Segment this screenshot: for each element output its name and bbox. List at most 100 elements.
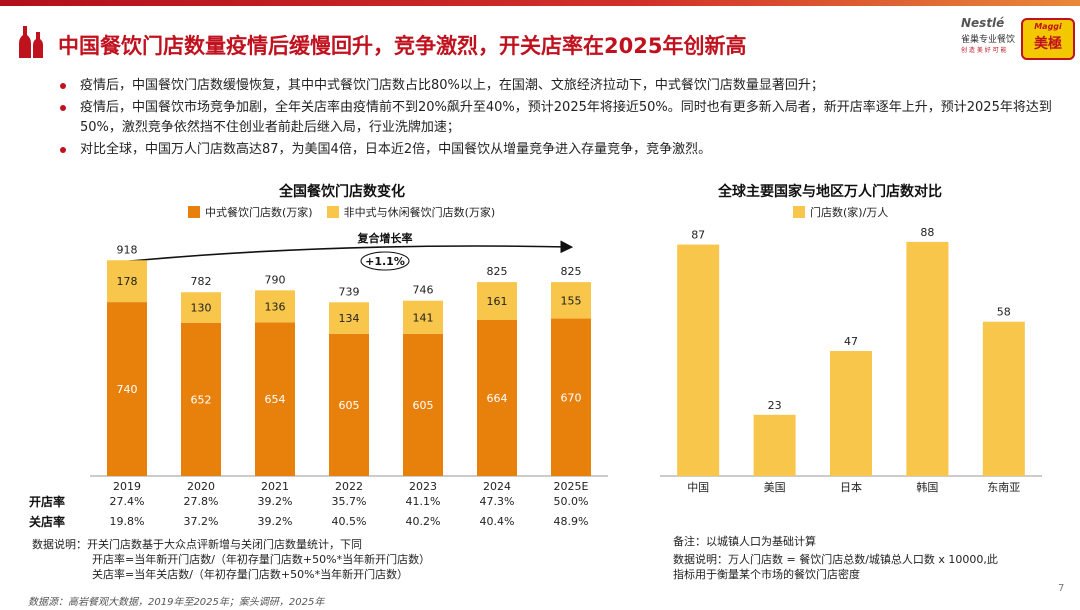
maggi-chinese-name: 美極 — [1034, 36, 1062, 52]
note-line: 数据说明：开关门店数基于大众点评新增与关闭门店数量统计，下同 — [32, 538, 362, 551]
open-rate-value: 50.0% — [554, 495, 589, 508]
data-label-non-chinese: 134 — [339, 312, 360, 325]
x-tick-label: 2019 — [113, 480, 141, 493]
x-tick-label: 2021 — [261, 480, 289, 493]
data-label-non-chinese: 136 — [265, 300, 286, 313]
data-label-total: 746 — [413, 284, 434, 297]
x-tick-label: 中国 — [687, 481, 709, 494]
open-rate-value: 27.8% — [184, 495, 219, 508]
x-tick-label: 2025E — [554, 480, 589, 493]
data-label: 47 — [844, 335, 858, 348]
cagr-label: 复合增长率 — [357, 231, 413, 245]
open-rate-value: 47.3% — [480, 495, 515, 508]
brand-logos: Nestlé 雀巢专业餐饮 创 造 美 好 可 能 Maggi 美極 — [955, 14, 1075, 60]
bullet-dot-icon — [60, 105, 66, 111]
x-tick-label: 东南亚 — [987, 481, 1020, 494]
close-rate-label: 关店率 — [29, 515, 66, 529]
data-label-chinese: 670 — [561, 391, 582, 404]
bar-chinese — [403, 333, 443, 476]
x-tick-label: 2022 — [335, 480, 363, 493]
bar-non-chinese — [181, 292, 221, 323]
note-line: 指标用于衡量某个市场的餐饮门店密度 — [673, 568, 860, 581]
data-label-non-chinese: 141 — [413, 311, 434, 324]
close-rate-value: 40.4% — [480, 515, 515, 528]
data-label-total: 825 — [487, 265, 508, 278]
nestle-tagline: 创 造 美 好 可 能 — [961, 47, 1007, 54]
bar-store-density — [982, 321, 1025, 476]
data-label-total: 825 — [561, 265, 582, 278]
data-label-total: 790 — [265, 273, 286, 286]
bar-non-chinese — [329, 302, 369, 334]
data-label-chinese: 654 — [265, 393, 286, 406]
data-label: 58 — [997, 306, 1011, 319]
close-rate-value: 40.2% — [406, 515, 441, 528]
x-tick-label: 2024 — [483, 480, 511, 493]
legend-item-density: 门店数(家)/万人 — [793, 204, 888, 220]
x-tick-label: 美国 — [764, 481, 786, 494]
data-label-chinese: 664 — [487, 392, 508, 405]
open-rate-value: 27.4% — [110, 495, 145, 508]
legend-item-chinese: 中式餐饮门店数(万家) — [188, 204, 313, 220]
open-rate-value: 35.7% — [332, 495, 367, 508]
note-line: 开店率=当年新开门店数/（年初存量门店数+50%*当年新开门店数） — [92, 553, 431, 566]
left-chart-title: 全国餐饮门店数变化 — [279, 184, 405, 200]
data-label-chinese: 740 — [117, 383, 138, 396]
data-label-non-chinese: 161 — [487, 295, 508, 308]
data-source: 数据源：高岩餐观大数据，2019年至2025年；案头调研，2025年 — [28, 597, 325, 608]
bar-store-density — [906, 241, 949, 476]
legend-label: 中式餐饮门店数(万家) — [205, 206, 313, 219]
open-rate-value: 41.1% — [406, 495, 441, 508]
bar-non-chinese — [255, 290, 295, 323]
top-accent-bar — [0, 0, 1080, 6]
bar-non-chinese — [107, 260, 147, 303]
bullet-dot-icon — [60, 147, 66, 153]
bar-chinese — [551, 318, 591, 476]
bullet-item: 对比全球，中国万人门店数高达87，为美国4倍，日本近2倍，中国餐饮从增量竞争进入… — [58, 140, 1058, 160]
cagr-badge — [360, 251, 410, 271]
close-rate-value: 39.2% — [258, 515, 293, 528]
page-title: 中国餐饮门店数量疫情后缓慢回升，竞争激烈，开关店率在2025年创新高 — [58, 34, 747, 58]
x-tick-label: 日本 — [840, 480, 862, 494]
bullet-text: 疫情后，中国餐饮市场竞争加剧，全年关店率由疫情前不到20%飙升至40%，预计20… — [80, 100, 1052, 135]
open-rate-label: 开店率 — [29, 495, 66, 509]
summary-bullets: 疫情后，中国餐饮门店数缓慢恢复，其中中式餐饮门店数占比80%以上，在国潮、文旅经… — [58, 76, 1058, 160]
bar-non-chinese — [477, 282, 517, 320]
bar-chinese — [107, 302, 147, 476]
page-number: 7 — [1058, 583, 1065, 594]
legend-swatch — [188, 206, 200, 218]
maggi-wordmark: Maggi — [1034, 22, 1062, 31]
data-label-non-chinese: 178 — [117, 275, 138, 288]
left-chart-notes: 数据说明：开关门店数基于大众点评新增与关闭门店数量统计，下同 开店率=当年新开门… — [32, 537, 430, 582]
note-line: 关店率=当年关店数/（年初存量门店数+50%*当年新开门店数） — [92, 568, 409, 581]
maggi-logo: Maggi 美極 — [1021, 18, 1075, 60]
bar-non-chinese — [551, 282, 591, 319]
bar-chinese — [477, 319, 517, 476]
data-label: 87 — [691, 229, 705, 242]
x-tick-label: 韩国 — [916, 480, 938, 494]
data-label-chinese: 605 — [339, 399, 360, 412]
bar-non-chinese — [403, 300, 443, 334]
data-label: 88 — [920, 226, 934, 239]
bar-store-density — [753, 414, 796, 476]
right-chart-legend: 门店数(家)/万人 — [793, 204, 902, 220]
legend-label: 非中式与休闲餐饮门店数(万家) — [343, 206, 496, 219]
bar-chinese — [255, 322, 295, 476]
note-line: 数据说明：万人门店数 = 餐饮门店总数/城镇总人口数 x 10000,此 — [673, 553, 998, 566]
x-tick-label: 2020 — [187, 480, 215, 493]
legend-label: 门店数(家)/万人 — [810, 206, 889, 219]
bar-chinese — [329, 333, 369, 476]
open-rate-value: 39.2% — [258, 495, 293, 508]
data-label-total: 782 — [191, 275, 212, 288]
bullet-item: 疫情后，中国餐饮市场竞争加剧，全年关店率由疫情前不到20%飙升至40%，预计20… — [58, 98, 1058, 138]
data-label-total: 739 — [339, 285, 360, 298]
nestle-subtitle: 雀巢专业餐饮 — [961, 35, 1016, 45]
bar-store-density — [677, 244, 720, 476]
data-label: 23 — [768, 399, 782, 412]
left-chart-legend: 中式餐饮门店数(万家) 非中式与休闲餐饮门店数(万家) — [188, 204, 509, 220]
data-label-chinese: 605 — [413, 399, 434, 412]
legend-swatch — [326, 206, 339, 218]
close-rate-value: 40.5% — [332, 515, 367, 528]
data-label-chinese: 652 — [191, 393, 212, 406]
